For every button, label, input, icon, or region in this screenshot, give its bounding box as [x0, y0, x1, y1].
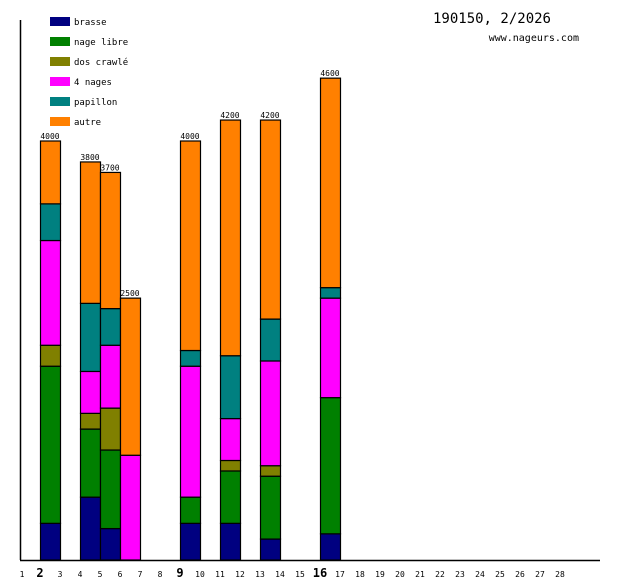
- bar-segment-papillon-day-16: [319, 287, 342, 299]
- legend-swatch-3: [50, 77, 70, 86]
- bar-segment-4-nages-day-11: [219, 417, 242, 462]
- bar-segment-dos-crawlé-day-13: [259, 465, 282, 477]
- legend-label: 4 nages: [74, 78, 112, 88]
- bar-segment-nage-libre-day-11: [219, 470, 242, 524]
- x-tick-label: 23: [455, 570, 465, 579]
- legend-label: papillon: [74, 98, 117, 108]
- x-tick-label: 17: [335, 570, 345, 579]
- x-tick-label: 6: [118, 570, 123, 579]
- bar-total-label: 2500: [120, 289, 139, 298]
- legend-label: nage libre: [74, 38, 128, 48]
- bar-segment-autre-day-2: [39, 140, 62, 205]
- bar-segment-4-nages-day-2: [39, 239, 62, 346]
- x-tick-label: 28: [555, 570, 565, 579]
- bar-segment-nage-libre-day-4: [79, 428, 102, 498]
- bar-segment-brasse-day-16: [319, 533, 342, 561]
- bar-segment-4-nages-day-13: [259, 360, 282, 467]
- x-tick-label: 24: [475, 570, 485, 579]
- legend-label: dos crawlé: [74, 57, 128, 68]
- bar-segment-4-nages-day-9: [179, 365, 202, 498]
- chart-subtitle: www.nageurs.com: [489, 33, 579, 44]
- bar-segment-brasse-day-9: [179, 522, 202, 561]
- x-tick-label: 26: [515, 570, 525, 579]
- x-tick-label: 27: [535, 570, 545, 579]
- bar-segment-4-nages-day-16: [319, 297, 342, 399]
- bar-segment-autre-day-11: [219, 119, 242, 357]
- x-tick-label: 2: [36, 566, 43, 580]
- x-tick-label: 7: [138, 570, 143, 579]
- x-tick-label: 19: [375, 570, 385, 579]
- bar-segment-nage-libre-day-16: [319, 397, 342, 535]
- bar-segment-papillon-day-11: [219, 355, 242, 420]
- bar-segment-dos-crawlé-day-5: [99, 407, 122, 451]
- bar-segment-autre-day-4: [79, 161, 102, 304]
- bar-segment-papillon-day-2: [39, 203, 62, 242]
- legend-swatch-5: [50, 117, 70, 126]
- x-tick-label: 14: [275, 570, 285, 579]
- bar-total-label: 4200: [220, 111, 239, 120]
- x-tick-label: 15: [295, 570, 305, 579]
- x-tick-label: 5: [98, 570, 103, 579]
- x-tick-label: 21: [415, 570, 425, 579]
- legend: brasse nage libre dos crawlé 4 nages papillo…: [50, 17, 128, 128]
- bar-total-label: 4600: [320, 69, 339, 78]
- x-tick-label: 18: [355, 570, 365, 579]
- bar-segment-brasse-day-2: [39, 522, 62, 561]
- bar-total-label: 3800: [80, 153, 99, 162]
- chart-title: 190150, 2/2026: [433, 11, 551, 27]
- bar-total-label: 3700: [100, 163, 119, 172]
- legend-swatch-1: [50, 37, 70, 46]
- bar-total-label: 4000: [40, 132, 59, 141]
- bar-segment-brasse-day-5: [99, 527, 122, 561]
- bar-segment-nage-libre-day-5: [99, 449, 122, 530]
- x-tick-label: 8: [158, 570, 163, 579]
- bar-segment-4-nages-day-6: [119, 454, 142, 561]
- bar-segment-brasse-day-11: [219, 522, 242, 561]
- bar-segment-nage-libre-day-9: [179, 496, 202, 524]
- bar-segment-papillon-day-4: [79, 302, 102, 373]
- bar-segment-papillon-day-13: [259, 318, 282, 362]
- x-tick-labels: 1 2 3 4 5 6 7 8 9 10 11 12 13 14 15 16 17 18 19 20 21 22 23 24 2…: [20, 566, 565, 580]
- x-tick-label: 12: [235, 570, 245, 579]
- bar-segment-autre-day-5: [99, 171, 122, 310]
- legend-label: brasse: [74, 18, 107, 28]
- legend-swatch-0: [50, 17, 70, 26]
- bar-segment-autre-day-13: [259, 119, 282, 320]
- bar-segment-autre-day-16: [319, 77, 342, 289]
- bar-segment-4-nages-day-5: [99, 344, 122, 409]
- bar-segment-4-nages-day-4: [79, 370, 102, 414]
- bar-segment-brasse-day-4: [79, 496, 102, 561]
- bar-segment-papillon-day-5: [99, 308, 122, 346]
- x-tick-label: 3: [58, 570, 63, 579]
- bar-total-label: 4000: [180, 132, 199, 141]
- x-tick-label: 25: [495, 570, 505, 579]
- x-tick-label: 1: [20, 570, 25, 579]
- x-tick-label: 10: [195, 570, 205, 579]
- bar-segment-nage-libre-day-2: [39, 365, 62, 524]
- x-tick-label: 22: [435, 570, 445, 579]
- bar-segment-autre-day-9: [179, 140, 202, 352]
- legend-swatch-4: [50, 97, 70, 106]
- bar-segment-dos-crawlé-day-4: [79, 412, 102, 430]
- x-tick-label: 4: [78, 570, 83, 579]
- x-tick-label: 13: [255, 570, 265, 579]
- bar-segment-dos-crawlé-day-11: [219, 459, 242, 472]
- x-tick-label: 20: [395, 570, 405, 579]
- bar-segment-nage-libre-day-13: [259, 475, 282, 540]
- x-tick-label: 16: [313, 566, 327, 580]
- x-tick-label: 11: [215, 570, 225, 579]
- legend-swatch-2: [50, 57, 70, 66]
- bar-segment-papillon-day-9: [179, 349, 202, 367]
- x-tick-label: 9: [176, 566, 183, 580]
- bar-total-label: 4200: [260, 111, 279, 120]
- bar-segment-brasse-day-13: [259, 538, 282, 561]
- bar-segment-dos-crawlé-day-2: [39, 344, 62, 367]
- bar-segment-autre-day-6: [119, 297, 142, 456]
- legend-label: autre: [74, 118, 101, 128]
